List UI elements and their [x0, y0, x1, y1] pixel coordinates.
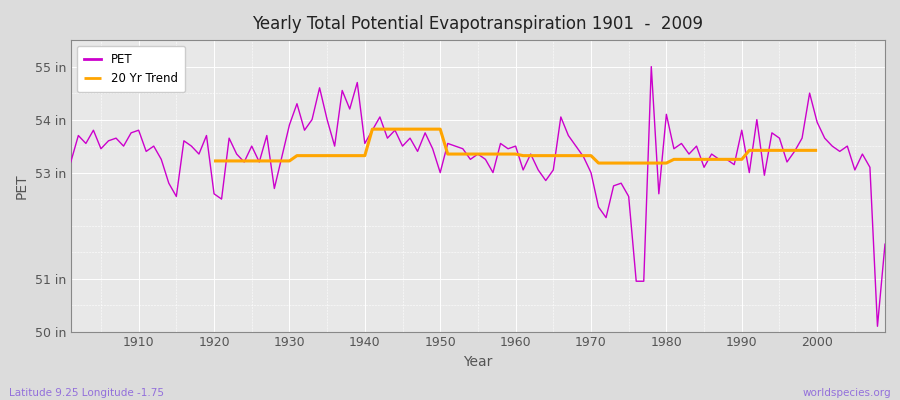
20 Yr Trend: [600, 161, 611, 166]
PET: [126, 130, 137, 135]
20 Yr Trend: [593, 161, 604, 166]
PET: [646, 64, 657, 69]
20 Yr Trend: [367, 127, 378, 132]
Text: worldspecies.org: worldspecies.org: [803, 388, 891, 398]
PET: [503, 146, 514, 151]
PET: [879, 242, 890, 246]
X-axis label: Year: Year: [464, 355, 492, 369]
PET: [510, 144, 521, 148]
Line: PET: PET: [71, 67, 885, 326]
Line: 20 Yr Trend: 20 Yr Trend: [214, 129, 817, 163]
Text: Latitude 9.25 Longitude -1.75: Latitude 9.25 Longitude -1.75: [9, 388, 164, 398]
PET: [292, 101, 302, 106]
20 Yr Trend: [744, 148, 755, 153]
PET: [600, 215, 611, 220]
Legend: PET, 20 Yr Trend: PET, 20 Yr Trend: [76, 46, 185, 92]
20 Yr Trend: [714, 157, 724, 162]
20 Yr Trend: [669, 157, 680, 162]
20 Yr Trend: [812, 148, 823, 153]
20 Yr Trend: [209, 158, 220, 163]
Title: Yearly Total Potential Evapotranspiration 1901  -  2009: Yearly Total Potential Evapotranspiratio…: [252, 15, 704, 33]
PET: [337, 88, 347, 93]
20 Yr Trend: [767, 148, 778, 153]
20 Yr Trend: [548, 153, 559, 158]
PET: [66, 160, 77, 164]
PET: [872, 324, 883, 329]
Y-axis label: PET: PET: [15, 173, 29, 199]
